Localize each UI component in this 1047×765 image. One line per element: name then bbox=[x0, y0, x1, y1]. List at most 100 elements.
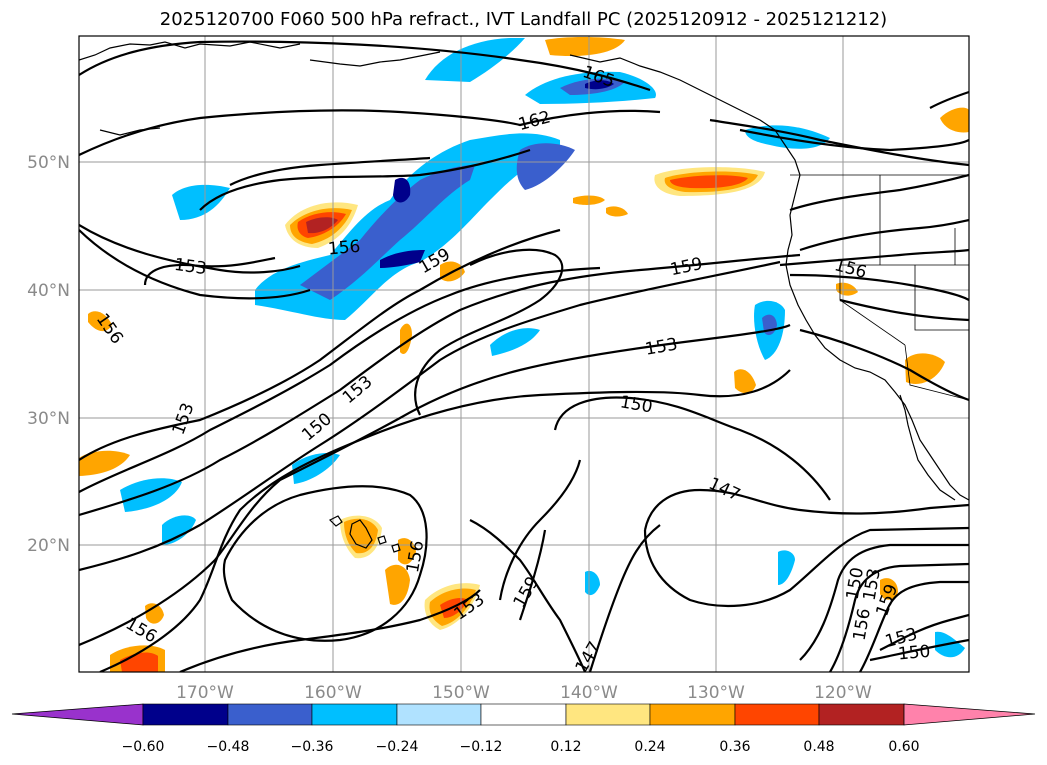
contour-line bbox=[789, 173, 969, 212]
colorbar-tick-label: −0.12 bbox=[460, 739, 503, 755]
colorbar-swatch bbox=[734, 703, 820, 726]
border bbox=[839, 265, 906, 346]
contour-line bbox=[79, 109, 661, 156]
colorbar-swatch bbox=[142, 703, 229, 726]
positive-anomaly-region bbox=[385, 564, 410, 605]
colorbar-tick-label: −0.36 bbox=[291, 739, 334, 755]
colorbar-swatch bbox=[396, 703, 482, 726]
lon-label: 170°W bbox=[176, 683, 234, 703]
island bbox=[328, 515, 343, 527]
coastline bbox=[309, 51, 441, 67]
contour-label: 150 bbox=[619, 392, 654, 417]
map-title: 2025120700 F060 500 hPa refract., IVT La… bbox=[159, 9, 888, 30]
coastlines bbox=[79, 41, 969, 553]
colorbar-swatch bbox=[480, 703, 567, 726]
borders bbox=[790, 174, 969, 401]
contour-line bbox=[179, 589, 481, 672]
lon-label: 150°W bbox=[432, 683, 490, 703]
negative-anomaly-region bbox=[490, 328, 540, 356]
border bbox=[914, 265, 969, 331]
contour-line bbox=[79, 40, 651, 92]
colorbar-max-extend bbox=[903, 703, 1036, 726]
contour-label: 156 bbox=[403, 539, 428, 574]
contour-label: 156 bbox=[832, 255, 869, 283]
contour-label: 153 bbox=[339, 372, 377, 408]
contour-line bbox=[143, 256, 276, 286]
coastline bbox=[899, 394, 956, 501]
contour-line bbox=[739, 128, 969, 152]
contour-label: 159 bbox=[669, 254, 705, 280]
colorbar-tick-label: −0.48 bbox=[207, 739, 250, 755]
colorbar-swatch bbox=[227, 703, 313, 726]
contour-line bbox=[869, 638, 969, 662]
anomaly-fill-layer bbox=[79, 37, 969, 672]
negative-anomaly-region bbox=[425, 38, 525, 82]
negative-anomaly-region bbox=[380, 250, 425, 268]
colorbar-tick-label: 0.60 bbox=[888, 739, 919, 755]
longitude-labels: 170°W 160°W 150°W 140°W 130°W 120°W bbox=[176, 683, 872, 703]
negative-anomaly-region bbox=[162, 515, 196, 545]
contour-label: 147 bbox=[705, 474, 743, 506]
contour-label: 153 bbox=[644, 334, 679, 359]
contour-line bbox=[799, 543, 969, 661]
positive-anomaly-region bbox=[670, 175, 748, 189]
positive-anomaly-region bbox=[400, 323, 412, 355]
plot-frame bbox=[78, 35, 970, 673]
positive-anomaly-region bbox=[306, 217, 338, 234]
positive-anomaly-region bbox=[734, 369, 756, 394]
lat-label: 50°N bbox=[27, 153, 70, 173]
contour-line bbox=[199, 148, 531, 211]
negative-anomaly-region bbox=[745, 125, 830, 149]
negative-anomaly-region bbox=[172, 184, 230, 220]
contour-line bbox=[643, 488, 969, 531]
contour-line bbox=[879, 613, 969, 651]
contour-line bbox=[553, 396, 831, 501]
island bbox=[391, 543, 401, 553]
negative-anomaly-region bbox=[778, 550, 795, 585]
contour-line bbox=[414, 248, 564, 416]
contour-line bbox=[779, 248, 969, 267]
contour-line bbox=[829, 562, 969, 672]
contour-line bbox=[222, 485, 428, 642]
positive-anomaly-region bbox=[145, 603, 164, 624]
coastline bbox=[785, 174, 969, 501]
contour-line bbox=[79, 266, 601, 493]
island bbox=[349, 519, 373, 549]
contour-line bbox=[79, 228, 561, 461]
contour-line bbox=[859, 580, 969, 672]
contour-line bbox=[79, 253, 801, 517]
negative-anomaly-region bbox=[585, 80, 614, 90]
contour-line bbox=[99, 369, 791, 672]
colorbar-tick-label: −0.24 bbox=[376, 739, 419, 755]
colorbar-tick-label: −0.60 bbox=[122, 739, 165, 755]
contour-line bbox=[229, 156, 431, 186]
positive-anomaly-region bbox=[79, 450, 130, 476]
positive-anomaly-region bbox=[545, 37, 625, 57]
positive-anomaly-region bbox=[606, 206, 628, 217]
contour-label: 153 bbox=[169, 400, 199, 437]
contour-label: 150 bbox=[298, 409, 336, 445]
coastline bbox=[99, 127, 161, 136]
lon-label: 120°W bbox=[814, 683, 872, 703]
latitude-labels: 50°N 40°N 30°N 20°N bbox=[27, 153, 70, 556]
contour-line bbox=[79, 224, 301, 274]
height-contours bbox=[79, 40, 969, 672]
lat-label: 30°N bbox=[27, 409, 70, 429]
colorbar: −0.60 −0.48 −0.36 −0.24 −0.12 0.12 0.24 … bbox=[11, 703, 1036, 755]
negative-anomaly-region bbox=[393, 177, 411, 203]
contour-line bbox=[518, 529, 547, 621]
contour-label: 147 bbox=[572, 638, 606, 676]
positive-anomaly-region bbox=[905, 353, 945, 384]
contour-line bbox=[79, 260, 781, 572]
contour-line bbox=[799, 218, 969, 252]
negative-anomaly-region bbox=[300, 165, 475, 300]
contour-line bbox=[799, 328, 969, 402]
colorbar-tick-label: 0.36 bbox=[719, 739, 750, 755]
lat-label: 20°N bbox=[27, 536, 70, 556]
contour-line bbox=[709, 118, 969, 167]
colorbar-tick-label: 0.24 bbox=[634, 739, 665, 755]
contour-line bbox=[79, 229, 311, 300]
lon-label: 160°W bbox=[304, 683, 362, 703]
island bbox=[377, 535, 387, 545]
